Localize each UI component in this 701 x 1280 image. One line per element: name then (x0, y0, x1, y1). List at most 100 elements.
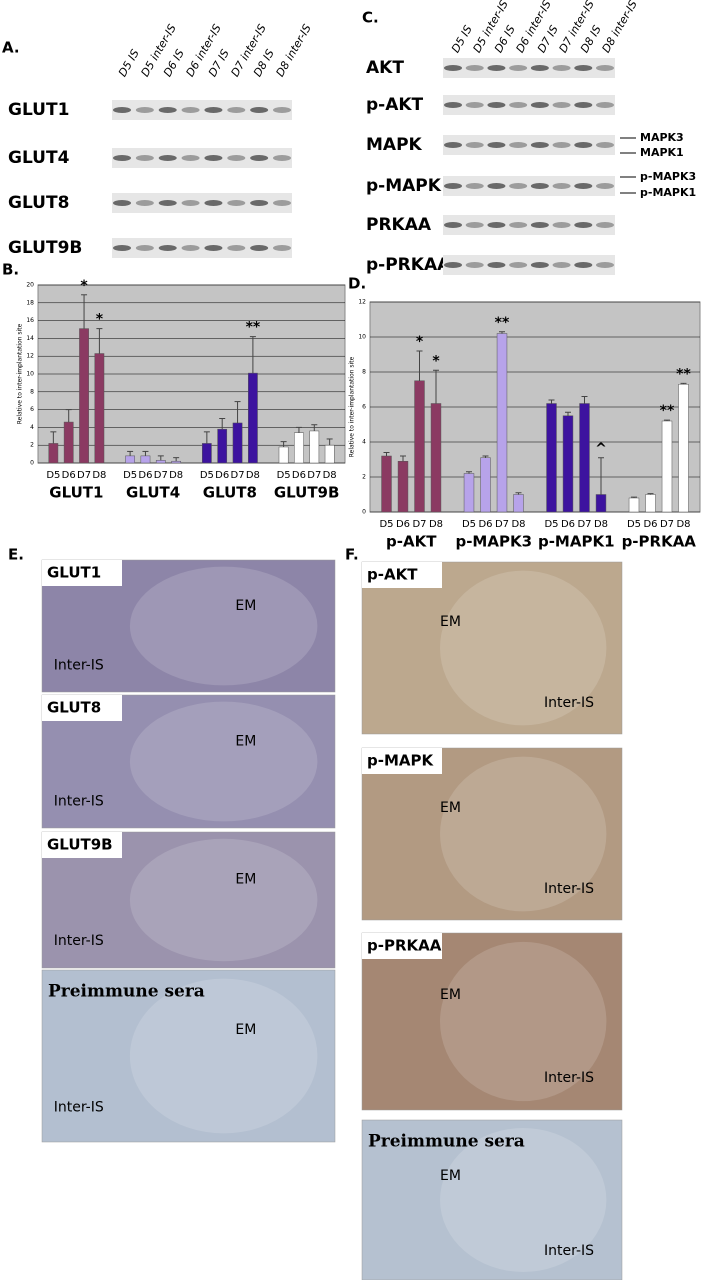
bar (155, 460, 166, 464)
band (465, 183, 484, 189)
blot (112, 193, 292, 213)
bar (595, 494, 607, 513)
y-tick-label: 12 (358, 299, 366, 306)
x-tick-label: D7 (154, 470, 168, 481)
annotation: ** (495, 315, 510, 331)
y-axis-label: Relative to inter-implantation site (17, 323, 24, 424)
tissue (440, 570, 607, 726)
tissue (129, 566, 318, 686)
blot (443, 215, 615, 235)
blot (443, 135, 615, 155)
band (487, 183, 506, 189)
y-tick-label: 4 (362, 439, 366, 446)
band (113, 245, 131, 251)
row-label: p-AKT (366, 95, 424, 115)
x-tick-label: D7 (307, 470, 321, 481)
band (487, 262, 506, 268)
blot (443, 255, 615, 275)
annotation: ** (660, 403, 675, 419)
band (487, 142, 506, 148)
side-label: p-MAPK3 (640, 170, 696, 183)
y-tick-label: 20 (26, 282, 34, 289)
x-tick-label: D5 (462, 519, 476, 530)
x-tick-label: D7 (660, 519, 674, 530)
band (487, 222, 506, 228)
band (509, 183, 528, 189)
inter-label: Inter-IS (54, 1100, 104, 1116)
tissue (129, 838, 318, 962)
band (227, 245, 246, 251)
y-tick-label: 6 (30, 406, 34, 413)
bar (496, 333, 508, 513)
bar (562, 415, 574, 513)
title-box (362, 562, 442, 588)
inter-label: Inter-IS (54, 933, 104, 949)
band (444, 102, 462, 108)
inter-label: Inter-IS (544, 695, 594, 711)
blot (443, 95, 615, 115)
band (113, 155, 131, 161)
band (181, 107, 200, 113)
annotation: * (80, 278, 88, 294)
band (227, 200, 246, 206)
y-tick-label: 12 (26, 353, 34, 360)
group-label: GLUT4 (126, 484, 180, 502)
band (158, 200, 177, 206)
band (465, 222, 484, 228)
x-tick-label: D5 (123, 470, 137, 481)
band (250, 245, 269, 251)
bar (309, 430, 320, 464)
panel-label: A. (2, 39, 20, 57)
band (552, 183, 571, 189)
band (509, 262, 528, 268)
bar (48, 443, 59, 464)
row-label: GLUT8 (8, 193, 69, 213)
micrograph-title: p-MAPK (367, 752, 434, 770)
band (530, 65, 549, 71)
bar (79, 328, 89, 464)
x-tick-label: D5 (627, 519, 641, 530)
band (273, 245, 291, 251)
band (181, 245, 200, 251)
blot (112, 148, 292, 168)
band (574, 102, 593, 108)
x-tick-label: D5 (200, 470, 214, 481)
micrograph-title: p-AKT (367, 566, 418, 584)
bar (294, 432, 304, 464)
side-label: p-MAPK1 (640, 186, 696, 199)
micrograph-title: p-PRKAA (367, 937, 442, 955)
micrograph (361, 747, 623, 921)
band (250, 155, 269, 161)
bar (171, 460, 182, 464)
band (509, 222, 528, 228)
annotation: ^ (595, 441, 607, 457)
x-tick-label: D6 (292, 470, 306, 481)
bar (645, 494, 656, 513)
band (181, 200, 200, 206)
band (204, 107, 223, 113)
x-tick-label: D8 (676, 519, 690, 530)
group-label: GLUT1 (49, 484, 103, 502)
group-label: GLUT9B (274, 484, 340, 502)
micrograph-title: Preimmune sera (368, 1132, 525, 1152)
y-tick-label: 2 (30, 442, 34, 449)
band (596, 222, 614, 228)
annotation: * (432, 353, 440, 369)
x-tick-label: D7 (577, 519, 591, 530)
band (465, 102, 484, 108)
x-tick-label: D5 (46, 470, 60, 481)
micrograph-title: GLUT1 (47, 564, 101, 582)
y-tick-label: 0 (362, 509, 366, 516)
y-tick-label: 10 (26, 371, 34, 378)
x-tick-label: D6 (215, 470, 229, 481)
micrograph-title: Preimmune sera (48, 982, 205, 1002)
band (574, 262, 593, 268)
tissue (440, 941, 607, 1102)
x-tick-label: D8 (594, 519, 608, 530)
band (465, 65, 484, 71)
inter-label: Inter-IS (544, 1243, 594, 1259)
band (574, 142, 593, 148)
annotation: * (96, 312, 104, 328)
bar (513, 494, 524, 513)
